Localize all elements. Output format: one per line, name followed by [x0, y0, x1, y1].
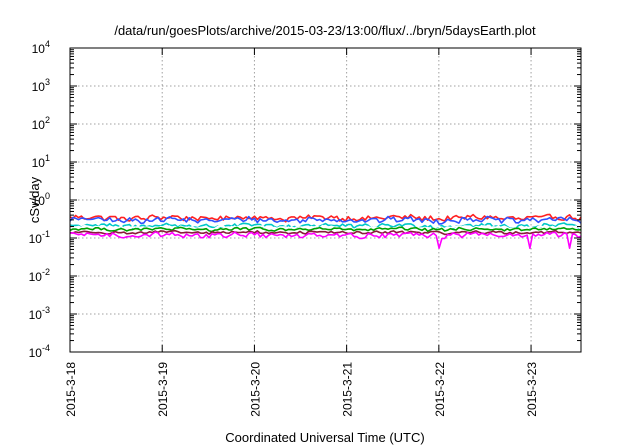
y-tick-label: 101 [32, 153, 50, 170]
axis-ticks [69, 47, 581, 353]
y-tick-label: 10-1 [29, 229, 50, 246]
y-tick-label: 10-4 [29, 343, 50, 360]
x-tick-label: 2015-3-21 [341, 362, 355, 417]
series-line-2 [69, 215, 582, 225]
grid-lines [70, 48, 581, 352]
y-tick-label: 103 [32, 77, 50, 94]
x-tick-label: 2015-3-19 [156, 362, 170, 417]
series-line-6 [69, 229, 582, 236]
series-line-5 [69, 226, 582, 233]
series-line-7 [69, 231, 582, 249]
y-tick-label: 10-2 [29, 267, 50, 284]
y-tick-label: 102 [32, 115, 50, 132]
y-tick-label: 104 [32, 39, 50, 56]
x-tick-label: 2015-3-20 [248, 362, 262, 417]
series-line-3 [69, 222, 582, 230]
x-tick-label: 2015-3-18 [64, 362, 78, 417]
x-axis-label: Coordinated Universal Time (UTC) [225, 430, 424, 445]
y-tick-labels: 10-4 10-3 10-2 10-1 100 101 102 103 104 [29, 39, 50, 360]
y-tick-label: 10-3 [29, 305, 50, 322]
series-line-4 [69, 224, 582, 231]
x-tick-label: 2015-3-22 [433, 362, 447, 417]
y-tick-label: 100 [32, 191, 50, 208]
x-tick-label: 2015-3-23 [525, 362, 539, 417]
plot-series [69, 213, 582, 249]
x-tick-labels: 2015-3-18 2015-3-19 2015-3-20 2015-3-21 2015… [64, 362, 539, 417]
y-axis-label: cSv/day [27, 176, 42, 223]
chart-title: /data/run/goesPlots/archive/2015-03-23/1… [114, 23, 536, 38]
